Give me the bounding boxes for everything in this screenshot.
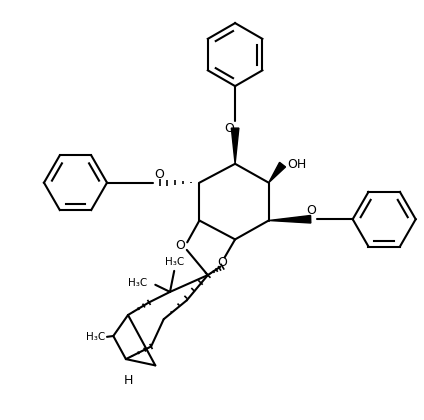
Text: O: O [224, 122, 234, 134]
Text: O: O [176, 239, 185, 252]
Text: O: O [218, 256, 227, 269]
Polygon shape [269, 163, 285, 183]
Text: O: O [155, 168, 165, 181]
Polygon shape [232, 128, 239, 164]
Text: H: H [123, 374, 133, 387]
Text: OH: OH [287, 158, 306, 171]
Text: H₃C: H₃C [165, 257, 184, 267]
Polygon shape [269, 215, 311, 223]
Text: O: O [306, 205, 315, 217]
Text: H₃C: H₃C [128, 278, 147, 289]
Text: H₃C: H₃C [86, 332, 105, 342]
